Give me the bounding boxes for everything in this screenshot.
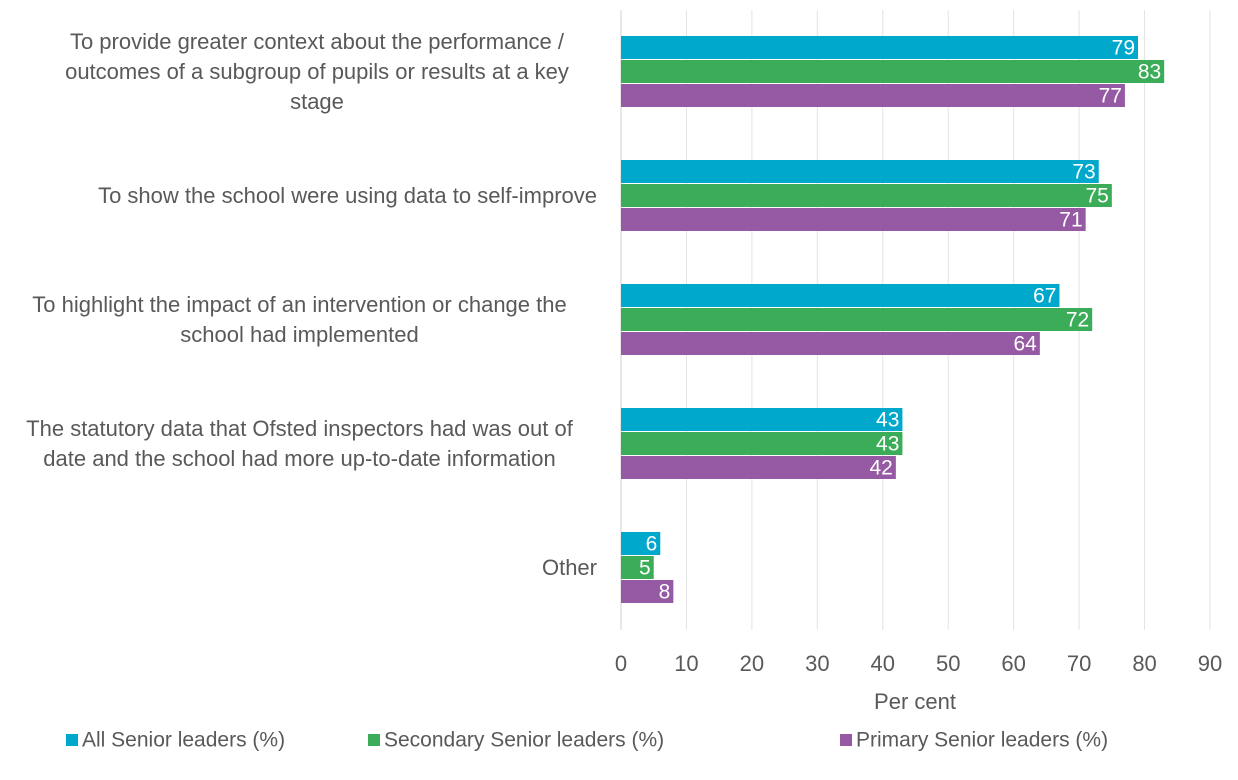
x-tick-label: 30 [805,651,829,676]
bar [621,184,1112,207]
bar [621,332,1040,355]
bar [621,580,674,603]
data-label: 43 [876,433,899,456]
legend-swatch [66,734,78,746]
category-label: To highlight the impact of an interventi… [0,290,597,350]
bar [621,432,903,455]
x-tick-label: 80 [1132,651,1156,676]
bar [621,84,1125,107]
data-label: 67 [1033,285,1056,308]
category-label: The statutory data that Ofsted inspector… [0,414,597,474]
data-label: 42 [870,457,893,480]
legend-swatch [840,734,852,746]
legend-label: Secondary Senior leaders (%) [384,729,664,752]
data-label: 79 [1112,37,1135,60]
category-label: Other [0,553,597,583]
category-label: To provide greater context about the per… [0,27,597,117]
category-text: Other [541,555,597,580]
x-tick-label: 70 [1067,651,1091,676]
data-label: 77 [1099,85,1122,108]
data-label: 73 [1072,161,1095,184]
x-tick-label: 10 [674,651,698,676]
x-axis-label: Per cent [874,689,956,714]
bar [621,308,1093,331]
data-label: 64 [1013,333,1037,356]
x-tick-label: 50 [936,651,960,676]
x-tick-label: 90 [1198,651,1222,676]
data-label: 8 [659,581,671,604]
bar [621,284,1060,307]
legend-label: Primary Senior leaders (%) [856,729,1108,752]
data-label: 6 [646,533,658,556]
x-tick-label: 40 [871,651,895,676]
data-label: 72 [1066,309,1089,332]
bar [621,408,903,431]
legend-swatch [368,734,380,746]
category-text: To highlight the impact of an interventi… [32,292,567,347]
data-label: 75 [1085,185,1108,208]
bar [621,456,896,479]
legend-label: All Senior leaders (%) [82,729,285,752]
data-label: 71 [1059,209,1082,232]
category-text: To show the school were using data to se… [98,183,597,208]
data-label: 83 [1138,61,1161,84]
data-label: 5 [639,557,651,580]
x-tick-label: 20 [740,651,764,676]
bar [621,160,1099,183]
category-label: To show the school were using data to se… [0,181,597,211]
category-text: The statutory data that Ofsted inspector… [26,416,573,471]
bar [621,60,1165,83]
bar [621,36,1139,59]
bar [621,556,654,579]
bar [621,532,661,555]
x-tick-label: 0 [615,651,627,676]
category-text: To provide greater context about the per… [65,29,569,114]
bar [621,208,1086,231]
x-tick-label: 60 [1001,651,1025,676]
data-label: 43 [876,409,899,432]
